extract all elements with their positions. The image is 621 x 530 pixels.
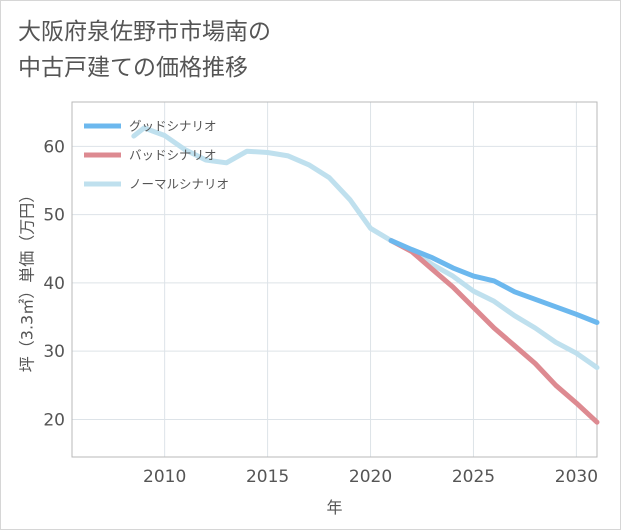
- series-line-3: [131, 125, 600, 371]
- legend-label: ノーマルシナリオ: [129, 177, 229, 192]
- legend-label: グッドシナリオ: [129, 119, 217, 134]
- series-line-1: [388, 238, 600, 325]
- x-tick-label: 2015: [246, 467, 289, 487]
- grid-lines: [72, 102, 597, 457]
- y-tick-label: 60: [43, 137, 65, 157]
- x-tick-label: 2020: [349, 467, 392, 487]
- x-axis-title: 年: [326, 498, 342, 517]
- y-tick-label: 20: [43, 410, 65, 430]
- chart-title: 大阪府泉佐野市市場南の 中古戸建ての価格推移: [18, 14, 271, 86]
- x-tick-label: 2030: [555, 467, 598, 487]
- plot-border: [71, 101, 598, 458]
- y-tick-label: 50: [43, 206, 65, 226]
- y-axis-title: 坪（3.3㎡）単価（万円）: [18, 187, 37, 372]
- y-tick-label: 30: [43, 342, 65, 362]
- chart-title-line-2: 中古戸建ての価格推移: [18, 55, 248, 81]
- y-tick-label: 40: [43, 274, 65, 294]
- series-lines: [131, 125, 600, 425]
- series-line-2: [388, 238, 600, 425]
- x-tick-label: 2025: [452, 467, 495, 487]
- x-tick-label: 2010: [143, 467, 186, 487]
- chart-title-line-1: 大阪府泉佐野市市場南の: [18, 19, 271, 45]
- legend-label: バッドシナリオ: [129, 148, 217, 163]
